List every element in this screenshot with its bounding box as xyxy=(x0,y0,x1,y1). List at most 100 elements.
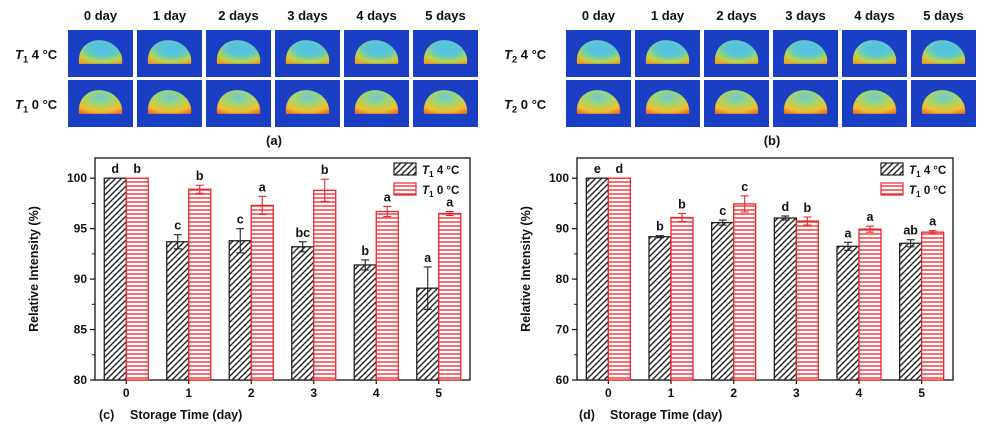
bar xyxy=(711,221,735,381)
bar xyxy=(836,245,860,381)
x-tick-label: 3 xyxy=(793,386,800,400)
sample-blob xyxy=(285,90,330,114)
image-panel-a: 0 day 1 day 2 days 3 days 4 days 5 days T1 4 °… xyxy=(15,8,478,148)
significance-letter: b xyxy=(321,163,329,177)
day-label: 2 days xyxy=(716,8,756,23)
significance-letter: bc xyxy=(295,226,310,240)
bar xyxy=(250,204,274,381)
day-label: 3 days xyxy=(287,8,327,23)
y-tick-label: 95 xyxy=(74,222,88,236)
row-label: T1 4 °C xyxy=(15,47,58,64)
day-label: 1 day xyxy=(153,8,187,23)
sample-blob xyxy=(783,90,828,114)
sample-blob xyxy=(921,40,966,64)
x-tick-label: 0 xyxy=(123,386,130,400)
panel-label: (c) xyxy=(99,408,114,422)
legend-swatch xyxy=(880,182,904,196)
row-label: T1 0 °C xyxy=(15,97,58,114)
bar xyxy=(375,210,399,381)
day-label: 4 days xyxy=(356,8,396,23)
bar xyxy=(353,264,377,381)
significance-letter: d xyxy=(111,162,119,176)
sample-blob xyxy=(354,40,399,64)
significance-letter: d xyxy=(616,162,624,176)
x-tick-label: 0 xyxy=(605,386,612,400)
significance-letter: a xyxy=(259,180,267,194)
sample-blob xyxy=(147,40,192,64)
panel-label: (b) xyxy=(764,133,781,148)
sample-blob xyxy=(921,90,966,114)
x-tick-label: 5 xyxy=(918,386,925,400)
image-panel-b: 0 day 1 day 2 days 3 days 4 days 5 days T2 4 °… xyxy=(504,8,976,148)
sample-blob xyxy=(714,40,759,64)
legend-swatch xyxy=(393,162,417,176)
significance-letter: a xyxy=(384,190,392,204)
significance-letter: c xyxy=(741,180,748,194)
sample-blob xyxy=(78,90,123,114)
bar xyxy=(166,241,190,381)
bar xyxy=(899,242,923,381)
significance-letter: ab xyxy=(903,224,918,238)
day-label: 1 day xyxy=(651,8,685,23)
row-label: T2 0 °C xyxy=(504,97,547,114)
y-axis-label: Relative Intensity (%) xyxy=(519,206,533,332)
panel-label: (d) xyxy=(579,408,595,422)
bar xyxy=(291,246,315,381)
bar xyxy=(858,228,882,381)
sample-blob xyxy=(147,90,192,114)
plot-frame xyxy=(576,157,954,381)
significance-letter: c xyxy=(237,213,244,227)
y-tick-label: 80 xyxy=(74,373,88,387)
sample-blob xyxy=(783,40,828,64)
y-tick-label: 60 xyxy=(556,373,570,387)
y-axis-label: Relative Intensity (%) xyxy=(27,206,41,332)
y-tick-label: 90 xyxy=(556,222,570,236)
bar xyxy=(648,236,672,381)
day-label: 0 day xyxy=(582,8,616,23)
significance-letter: b xyxy=(678,198,686,212)
bar xyxy=(795,220,819,381)
y-tick-label: 85 xyxy=(74,323,88,337)
bar xyxy=(125,177,149,381)
y-tick-label: 100 xyxy=(549,171,569,185)
bar xyxy=(103,177,127,381)
panel-label: (a) xyxy=(266,133,282,148)
legend-label: T1 4 °C xyxy=(422,165,459,179)
significance-letter: e xyxy=(594,162,601,176)
legend-label: T1 0 °C xyxy=(422,185,459,199)
y-tick-label: 100 xyxy=(67,171,87,185)
x-tick-label: 2 xyxy=(730,386,737,400)
y-tick-label: 70 xyxy=(556,323,570,337)
significance-letter: a xyxy=(424,251,432,265)
sample-blob xyxy=(852,90,897,114)
significance-letter: a xyxy=(867,210,875,224)
x-axis-label: Storage Time (day) xyxy=(130,408,242,422)
legend-label: T1 0 °C xyxy=(909,185,946,199)
legend-swatch xyxy=(393,182,417,196)
day-label: 5 days xyxy=(425,8,465,23)
sample-blob xyxy=(285,40,330,64)
significance-letter: b xyxy=(804,201,812,215)
day-label: 5 days xyxy=(923,8,963,23)
bar-charts: 80 85 90 95 100 Relative Intensity (%) 0 d b 1 c b 2… xyxy=(27,157,954,422)
significance-letter: a xyxy=(929,215,937,229)
x-tick-label: 1 xyxy=(185,386,192,400)
day-label: 4 days xyxy=(854,8,894,23)
x-axis-label: Storage Time (day) xyxy=(610,408,722,422)
legend-swatch xyxy=(880,162,904,176)
bar xyxy=(188,188,212,381)
bar xyxy=(921,231,945,381)
day-label: 3 days xyxy=(785,8,825,23)
bar xyxy=(585,177,609,381)
bar xyxy=(313,189,337,381)
significance-letter: b xyxy=(196,169,204,183)
significance-letter: c xyxy=(719,204,726,218)
sample-blob xyxy=(645,90,690,114)
sample-blob xyxy=(714,90,759,114)
x-tick-label: 3 xyxy=(310,386,317,400)
day-label: 0 day xyxy=(84,8,118,23)
sample-blob xyxy=(216,40,261,64)
